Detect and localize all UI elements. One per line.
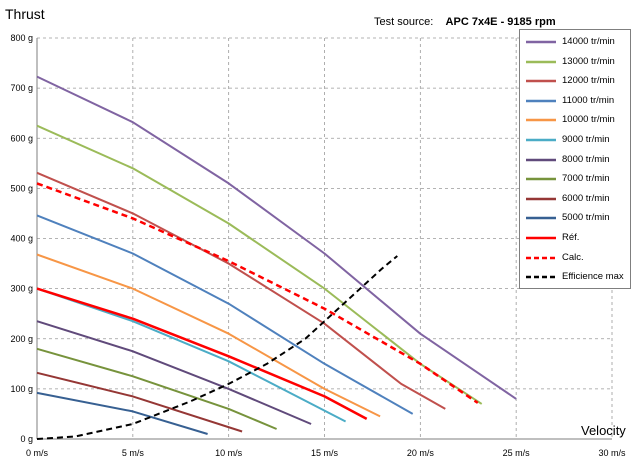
legend-label: 13000 tr/min [562, 55, 615, 67]
series-line-5000-tr-min [36, 391, 208, 435]
series-line-efficience-max [36, 255, 398, 440]
legend-swatch [526, 217, 556, 220]
x-tick-label: 30 m/s [598, 448, 626, 458]
legend-item-14000-tr-min: 14000 tr/min [524, 34, 630, 52]
legend-swatch [526, 236, 556, 240]
legend-label: 8000 tr/min [562, 153, 610, 165]
series-line-12000-tr-min [36, 171, 446, 410]
legend-label: 10000 tr/min [562, 114, 615, 126]
legend-swatch [526, 177, 556, 181]
series-line-6000-tr-min [36, 371, 243, 433]
x-tick-label: 25 m/s [503, 448, 531, 458]
x-tick-label: 15 m/s [311, 448, 339, 458]
legend-item-13000-tr-min: 13000 tr/min [524, 54, 630, 72]
legend-item-9000-tr-min: 9000 tr/min [524, 132, 630, 150]
test-source-label: Test source: [374, 16, 434, 28]
legend-label: 7000 tr/min [562, 173, 610, 185]
y-tick-label: 100 g [10, 384, 33, 394]
legend-label: 11000 tr/min [562, 94, 615, 106]
legend-swatch [526, 158, 556, 161]
y-tick-label: 500 g [10, 183, 33, 193]
series-line-7000-tr-min [36, 347, 277, 430]
axes [36, 38, 612, 440]
legend-label: 6000 tr/min [562, 192, 610, 204]
legend-swatch [526, 99, 556, 103]
legend-label: 5000 tr/min [562, 212, 610, 224]
legend-label: Calc. [562, 251, 584, 263]
y-tick-label: 800 g [10, 33, 33, 43]
legend-swatch [526, 197, 556, 201]
series-line-calc [36, 182, 479, 404]
series-line-14000-tr-min [36, 75, 517, 400]
legend-item-5000-tr-min: 5000 tr/min [524, 210, 630, 228]
legend-label: 12000 tr/min [562, 75, 615, 87]
legend-swatch [526, 79, 556, 83]
legend-item-efficience-max: Efficience max [524, 269, 630, 287]
x-axis-title: Velocity [581, 423, 626, 438]
y-axis-title: Thrust [5, 6, 45, 22]
y-tick-label: 300 g [10, 284, 33, 294]
x-tick-label: 20 m/s [407, 448, 435, 458]
legend-item-10000-tr-min: 10000 tr/min [524, 112, 630, 130]
legend-swatch [526, 40, 556, 44]
legend-swatch [526, 275, 556, 279]
legend-item-12000-tr-min: 12000 tr/min [524, 73, 630, 91]
y-tick-label: 700 g [10, 83, 33, 93]
x-tick-label: 0 m/s [26, 448, 49, 458]
x-tick-labels: 0 m/s 5 m/s 10 m/s 15 m/s 20 m/s 25 m/s 30 m/s [26, 448, 626, 458]
x-tick-label: 5 m/s [122, 448, 145, 458]
series-line-11000-tr-min [36, 214, 414, 415]
legend-label: Réf. [562, 232, 580, 243]
legend-swatch [526, 119, 556, 122]
test-source-value: APC 7x4E - 9185 rpm [445, 16, 556, 28]
series-line-10000-tr-min [36, 253, 381, 418]
legend-swatch [526, 60, 556, 63]
legend-item-calc: Calc. [524, 250, 630, 268]
series-line-8000-tr-min [36, 320, 312, 425]
legend-label: 14000 tr/min [562, 36, 615, 47]
y-tick-label: 0 g [20, 434, 33, 444]
legend-label: Efficience max [562, 271, 624, 283]
legend-label: 9000 tr/min [562, 134, 610, 145]
y-tick-labels: 0 g 100 g 200 g 300 g 400 g 500 g 600 g 700 g 80… [10, 33, 33, 444]
legend-swatch [526, 138, 556, 142]
legend-item-11000-tr-min: 11000 tr/min [524, 93, 630, 111]
legend-swatch [526, 256, 556, 259]
test-source: Test source: APC 7x4E - 9185 rpm [374, 16, 556, 28]
y-tick-label: 400 g [10, 234, 33, 244]
series-line-13000-tr-min [36, 124, 483, 405]
legend-item-7000-tr-min: 7000 tr/min [524, 171, 630, 189]
x-tick-label: 10 m/s [215, 448, 243, 458]
legend-item-6000-tr-min: 6000 tr/min [524, 191, 630, 209]
series-lines [36, 75, 517, 440]
legend: 14000 tr/min 13000 tr/min 12000 tr/min 1100… [519, 29, 631, 289]
legend-item-8000-tr-min: 8000 tr/min [524, 152, 630, 170]
legend-item-r-f: Réf. [524, 230, 630, 248]
y-tick-label: 600 g [10, 133, 33, 143]
series-line-r-f [36, 287, 368, 421]
y-tick-label: 200 g [10, 334, 33, 344]
